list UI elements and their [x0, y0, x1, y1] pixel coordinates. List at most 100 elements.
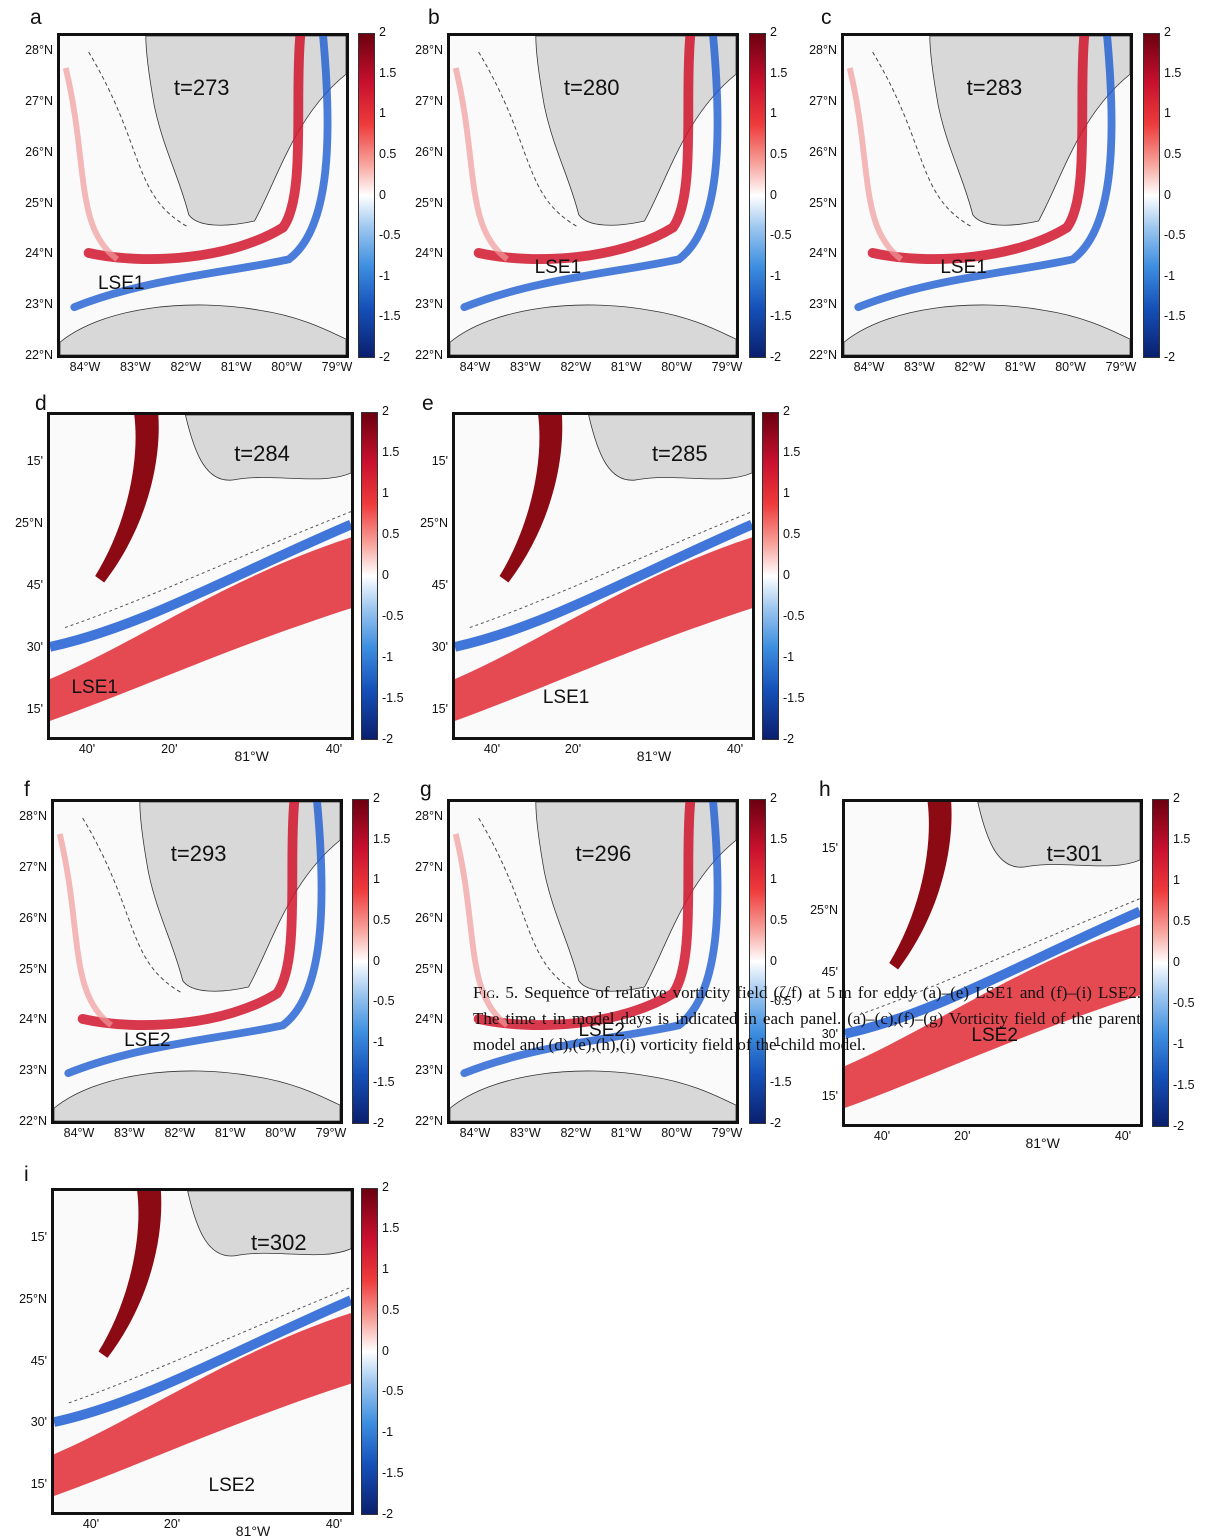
- colorbar-tick: -1.5: [382, 1466, 404, 1481]
- shelf-eddies: [56, 833, 113, 1028]
- current-negative-band: [50, 519, 351, 652]
- colorbar-tick: 2: [1164, 25, 1171, 39]
- lon-tick-label: 83°W: [120, 360, 151, 374]
- lon-tick-label: 79°W: [1105, 360, 1137, 374]
- lon-tick-label: 79°W: [711, 360, 743, 374]
- colorbar-tick: 0: [1164, 187, 1171, 202]
- colorbar-tick: -0.5: [1164, 228, 1186, 243]
- panel-label: c: [821, 6, 832, 29]
- time-label: t=301: [1046, 841, 1103, 867]
- shelf-eddies: [452, 833, 509, 1028]
- lat-tick-label: 27°N: [415, 859, 443, 874]
- colorbar-tick: 1: [770, 872, 777, 887]
- map-panel-h: t=301 LSE2: [842, 799, 1143, 1127]
- lon-tick-label: 40': [483, 742, 501, 756]
- colorbar-tick: -1.5: [770, 1075, 792, 1090]
- panel-label: a: [30, 6, 42, 29]
- colorbar-tick: -2: [1164, 350, 1176, 364]
- lat-tick-label: 25°N: [19, 961, 47, 976]
- time-label: t=285: [651, 441, 708, 467]
- lon-tick-label: 82°W: [560, 360, 592, 374]
- eddy-label: LSE1: [97, 273, 145, 295]
- colorbar-tick: 2: [373, 791, 380, 805]
- colorbar-tick: 0.5: [382, 527, 400, 541]
- lon-tick-label: 83°W: [114, 1126, 145, 1140]
- lon-tick-label: 80°W: [271, 360, 302, 374]
- colorbar: [361, 1188, 378, 1515]
- cuba-land: [844, 304, 1130, 355]
- lon-tick-label: 40': [726, 742, 744, 756]
- colorbar-tick: -1: [379, 268, 391, 283]
- colorbar-tick: -0.5: [373, 994, 395, 1009]
- current-negative-vorticity: [70, 36, 332, 312]
- lat-tick-label: 22°N: [19, 1114, 47, 1128]
- colorbar-tick: 0.5: [382, 1302, 400, 1317]
- lat-tick-label: 45': [26, 578, 43, 592]
- colorbar-tick: 1.5: [1164, 65, 1182, 80]
- colorbar-tick: -2: [770, 1116, 782, 1130]
- panel-label: g: [420, 778, 432, 801]
- land-keys: [185, 415, 351, 481]
- colorbar: [762, 412, 779, 740]
- lat-tick-label: 27°N: [809, 93, 837, 108]
- colorbar-tick: 0: [382, 568, 389, 582]
- colorbar-tick: 1: [379, 106, 386, 121]
- cuba-land: [54, 1070, 340, 1121]
- reef-contour: [469, 511, 752, 628]
- lon-tick-label: 84°W: [853, 360, 885, 374]
- lon-tick-label: 82°W: [170, 360, 202, 374]
- lat-tick-label: 15': [431, 702, 448, 716]
- colorbar-tick: 0.5: [770, 912, 788, 927]
- lon-tick-label: 79°W: [315, 1126, 347, 1140]
- lon-tick-label: 40': [873, 1129, 891, 1143]
- lon-tick-label: 40': [325, 742, 343, 756]
- lon-tick-label: 20': [954, 1129, 971, 1143]
- colorbar-tick: -0.5: [1173, 996, 1195, 1010]
- colorbar-tick: 0.5: [1164, 146, 1182, 161]
- lon-tick-label: 81°W: [214, 1126, 246, 1140]
- vorticity-map: [60, 36, 346, 355]
- colorbar-tick: 1.5: [379, 65, 397, 80]
- coastal-strong-vorticity: [95, 415, 159, 583]
- map-panel-b: t=280 LSE1: [447, 33, 739, 358]
- lat-tick-label: 28°N: [809, 43, 837, 57]
- colorbar-tick: -2: [382, 1507, 394, 1521]
- map-panel-a: t=273 LSE1: [57, 33, 349, 358]
- lat-tick-label: 30': [431, 640, 448, 654]
- colorbar-tick: 0: [373, 953, 380, 968]
- panel-label: d: [35, 392, 47, 415]
- florida-land: [535, 36, 736, 226]
- lat-tick-label: 23°N: [415, 297, 443, 312]
- map-panel-c: t=283 LSE1: [841, 33, 1133, 358]
- colorbar-tick: -2: [770, 350, 782, 364]
- colorbar-tick: -1.5: [770, 309, 792, 324]
- figure-caption: Fig. 5. Sequence of relative vorticity f…: [473, 980, 1141, 1058]
- reef-contour: [64, 511, 351, 628]
- lat-tick-label: 15': [821, 1089, 838, 1103]
- current-positive-vorticity: [867, 36, 1090, 264]
- colorbar-tick: -1: [783, 650, 795, 664]
- current-positive-vorticity: [83, 36, 306, 264]
- lat-tick-label: 24°N: [19, 1012, 47, 1027]
- panel-label: i: [24, 1163, 29, 1186]
- florida-land: [145, 36, 346, 226]
- reef-contour: [68, 1286, 351, 1404]
- lon-tick-label: 80°W: [265, 1126, 296, 1140]
- colorbar-tick: -0.5: [770, 228, 792, 243]
- vorticity-map: [54, 1191, 351, 1496]
- lat-tick-label: 15': [431, 454, 448, 468]
- colorbar-tick: 1: [1164, 106, 1171, 121]
- eddy-label: LSE2: [208, 1475, 255, 1497]
- current-positive-vorticity: [473, 36, 696, 264]
- colorbar-tick: 0.5: [770, 146, 788, 161]
- colorbar-tick: 2: [783, 404, 790, 418]
- lat-tick-label: 22°N: [25, 348, 53, 362]
- lon-tick-label: 82°W: [560, 1126, 592, 1140]
- lat-tick-label: 26°N: [415, 144, 443, 159]
- land-keys: [977, 802, 1140, 868]
- colorbar-tick: -1: [382, 1425, 394, 1440]
- colorbar-tick: -0.5: [770, 994, 792, 1009]
- colorbar-tick: 1.5: [373, 831, 391, 846]
- lat-tick-label: 30': [30, 1415, 47, 1430]
- lon-tick-label: 84°W: [459, 360, 491, 374]
